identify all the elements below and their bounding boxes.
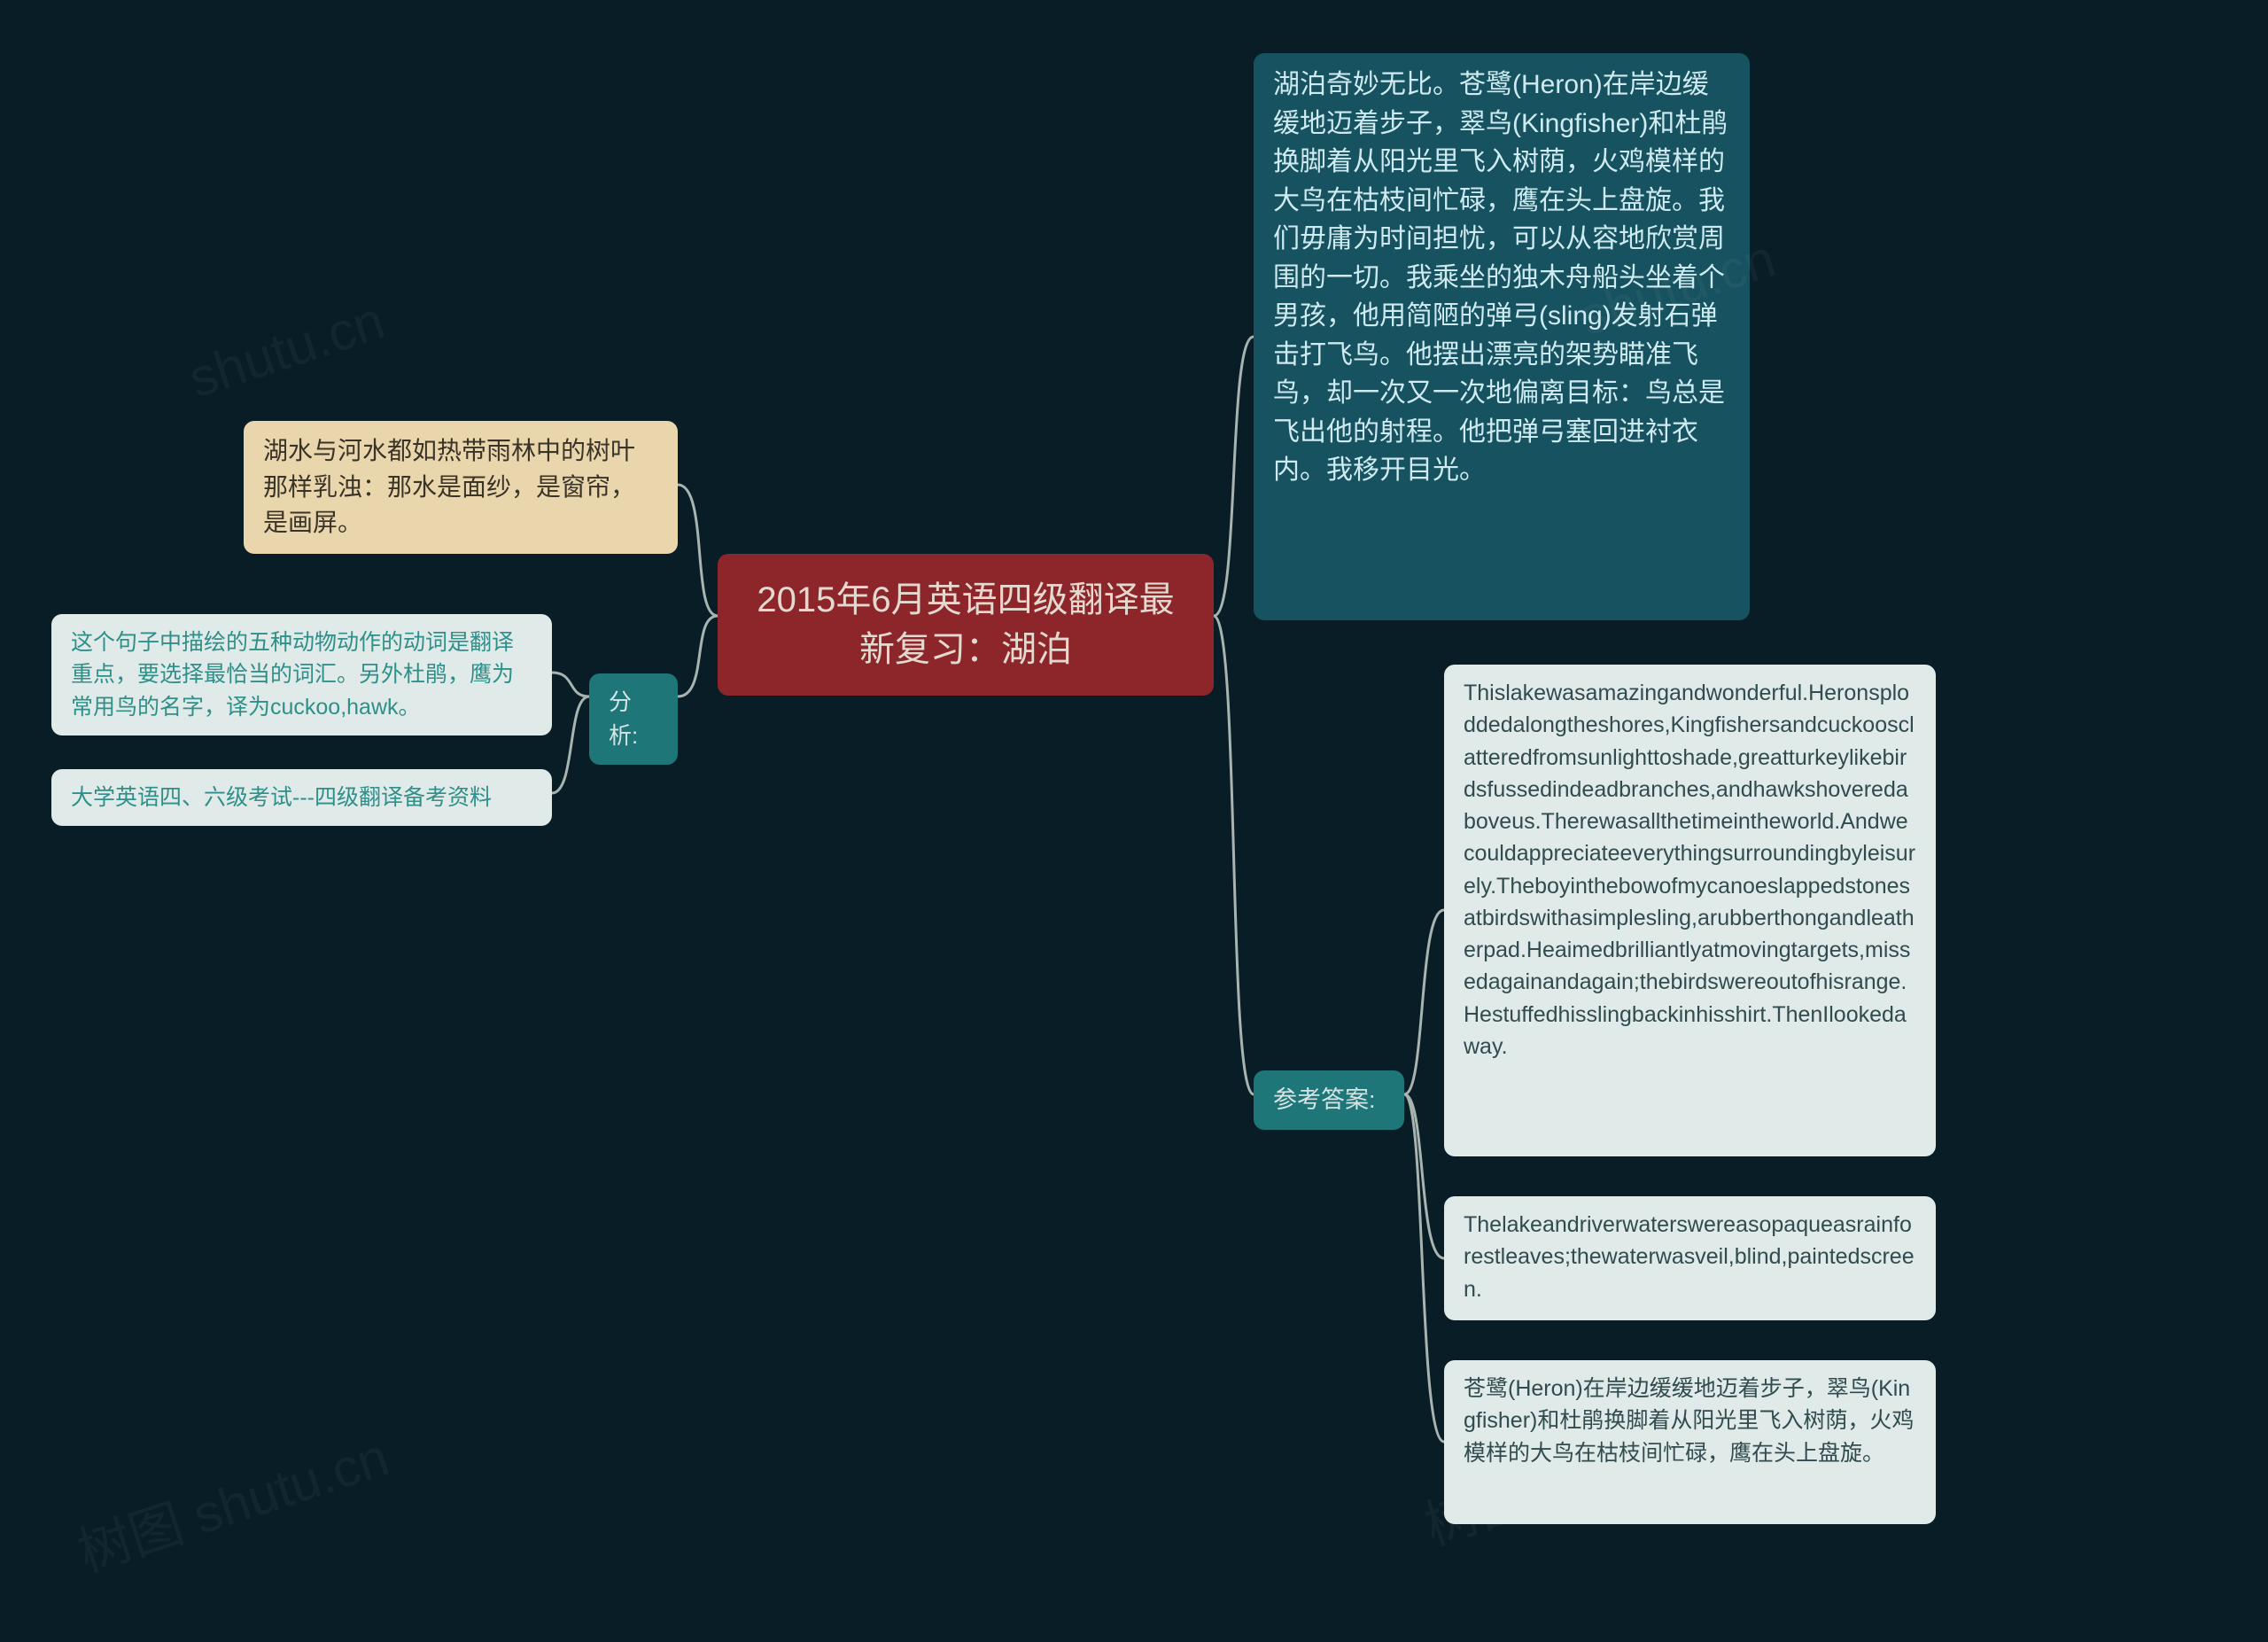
node-analysis[interactable]: 分析: (589, 673, 678, 765)
edge (552, 696, 589, 793)
node-left-mid[interactable]: 这个句子中描绘的五种动物动作的动词是翻译重点，要选择最恰当的词汇。另外杜鹃，鹰为… (51, 614, 552, 735)
edge (1404, 1094, 1444, 1442)
edge (1404, 910, 1444, 1094)
watermark: 树图 shutu.cn (66, 1414, 397, 1587)
edge (678, 485, 718, 616)
edge (1214, 616, 1254, 1094)
node-right-top[interactable]: 湖泊奇妙无比。苍鹭(Heron)在岸边缓缓地迈着步子，翠鸟(Kingfisher… (1254, 53, 1750, 620)
node-left-bot[interactable]: 大学英语四、六级考试---四级翻译备考资料 (51, 769, 552, 826)
node-right-ans3[interactable]: 苍鹭(Heron)在岸边缓缓地迈着步子，翠鸟(Kingfisher)和杜鹃换脚着… (1444, 1360, 1936, 1524)
mindmap-canvas: 2015年6月英语四级翻译最新复习：湖泊 湖水与河水都如热带雨林中的树叶那样乳浊… (0, 0, 2268, 1642)
edge (552, 673, 589, 696)
watermark: shutu.cn (182, 290, 392, 410)
node-left-top[interactable]: 湖水与河水都如热带雨林中的树叶那样乳浊：那水是面纱，是窗帘，是画屏。 (244, 421, 678, 554)
central-node[interactable]: 2015年6月英语四级翻译最新复习：湖泊 (718, 554, 1214, 696)
node-answer[interactable]: 参考答案: (1254, 1070, 1404, 1130)
edge (1404, 1094, 1444, 1258)
edge (678, 616, 718, 696)
node-right-ans2[interactable]: Thelakeandriverwaterswereasopaqueasrainf… (1444, 1196, 1936, 1320)
edge (1214, 337, 1254, 616)
node-right-ans1[interactable]: Thislakewasamazingandwonderful.Heronsplo… (1444, 665, 1936, 1156)
